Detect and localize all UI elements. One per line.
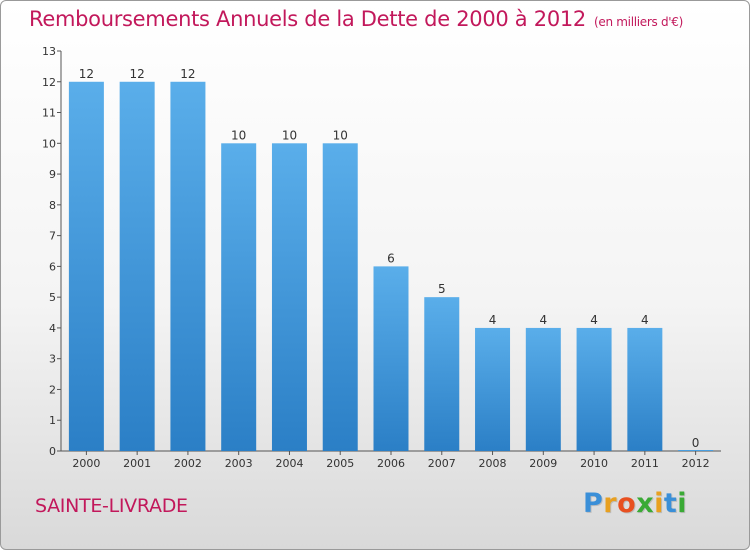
proxiti-logo: Proxiti: [583, 488, 687, 519]
bar-value-label: 5: [438, 282, 446, 296]
brand-letter: i: [677, 488, 688, 519]
y-tick-label: 4: [49, 322, 56, 335]
y-tick-label: 6: [49, 260, 56, 273]
bar-value-label: 4: [590, 313, 598, 327]
x-tick-label: 2011: [631, 457, 659, 470]
y-tick-label: 0: [49, 445, 56, 458]
y-tick-label: 13: [42, 45, 56, 58]
bar-value-label: 12: [130, 67, 145, 81]
x-tick-label: 2006: [377, 457, 405, 470]
bar: [475, 327, 511, 451]
x-tick-label: 2009: [529, 457, 557, 470]
brand-letter: P: [583, 488, 604, 519]
x-tick-label: 2000: [72, 457, 100, 470]
y-tick-label: 12: [42, 76, 56, 89]
bar-value-label: 0: [692, 436, 700, 450]
brand-letter: x: [636, 488, 655, 519]
x-tick-label: 2012: [682, 457, 710, 470]
y-tick-label: 5: [49, 291, 56, 304]
bar: [576, 327, 612, 451]
bar: [68, 81, 104, 452]
bar-value-label: 4: [641, 313, 649, 327]
bar-value-label: 4: [489, 313, 497, 327]
bar: [271, 143, 307, 452]
y-tick-label: 9: [49, 168, 56, 181]
brand-letter: i: [654, 488, 664, 519]
x-tick-label: 2008: [479, 457, 507, 470]
bar: [322, 143, 358, 452]
city-name: SAINTE-LIVRADE: [35, 495, 188, 517]
y-tick-label: 1: [49, 414, 56, 427]
bar-value-label: 6: [387, 251, 395, 265]
x-tick-label: 2001: [123, 457, 151, 470]
y-tick-label: 3: [49, 353, 56, 366]
bar-value-label: 10: [231, 128, 246, 142]
y-tick-label: 11: [42, 107, 56, 120]
bar: [221, 143, 257, 452]
x-tick-label: 2007: [428, 457, 456, 470]
y-tick-label: 10: [42, 137, 56, 150]
y-tick-label: 2: [49, 383, 56, 396]
bar-value-label: 4: [539, 313, 547, 327]
bar-value-label: 12: [79, 67, 94, 81]
bar: [170, 81, 206, 452]
y-tick-label: 7: [49, 230, 56, 243]
x-tick-label: 2004: [275, 457, 303, 470]
bar: [627, 327, 663, 451]
chart-title: Remboursements Annuels de la Dette de 20…: [29, 7, 683, 31]
brand-letter: o: [617, 488, 637, 519]
bar-value-label: 10: [282, 128, 297, 142]
chart-title-text: Remboursements Annuels de la Dette de 20…: [29, 7, 586, 31]
x-tick-label: 2010: [580, 457, 608, 470]
x-tick-label: 2002: [174, 457, 202, 470]
bar-value-label: 12: [180, 67, 195, 81]
bar: [424, 297, 460, 451]
brand-letter: t: [663, 488, 678, 519]
chart-unit-label: (en milliers d'€): [594, 15, 684, 29]
bar: [373, 266, 409, 451]
x-tick-label: 2005: [326, 457, 354, 470]
bar: [119, 81, 155, 452]
brand-letter: r: [603, 488, 618, 519]
y-tick-label: 8: [49, 199, 56, 212]
bar: [525, 327, 561, 451]
x-tick-label: 2003: [225, 457, 253, 470]
bar-value-label: 10: [333, 128, 348, 142]
